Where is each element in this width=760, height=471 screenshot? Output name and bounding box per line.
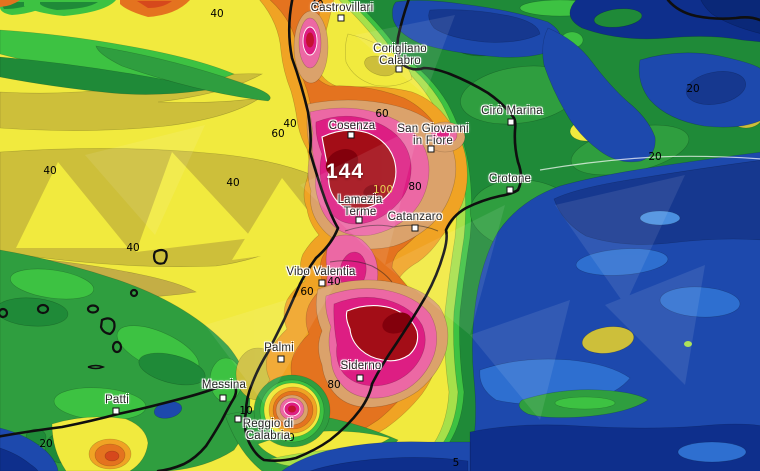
field-left bbox=[0, 0, 343, 471]
calabria-coastline bbox=[243, 0, 523, 462]
field-right bbox=[338, 0, 760, 471]
peak-value-label: 144 bbox=[325, 160, 365, 183]
island-outline bbox=[152, 248, 168, 265]
sicily-coastline bbox=[0, 383, 238, 471]
watermark bbox=[85, 15, 705, 420]
gulf-coastline bbox=[666, 0, 760, 22]
